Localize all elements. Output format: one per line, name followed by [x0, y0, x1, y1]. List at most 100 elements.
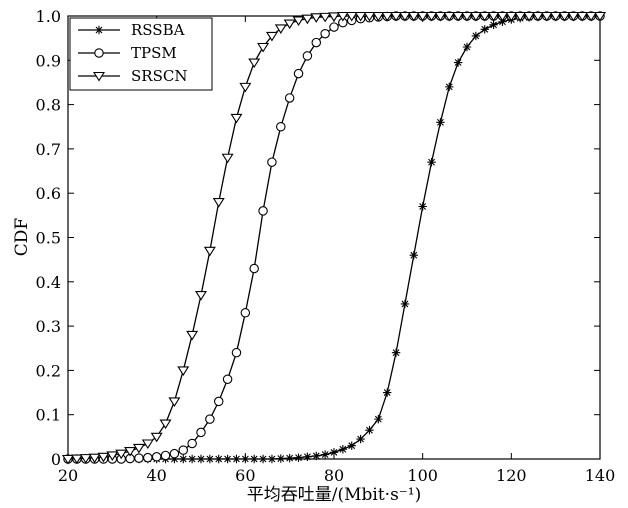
data-point-tpsm	[205, 414, 215, 424]
data-point-srscn	[416, 11, 429, 22]
data-point-rssba	[436, 118, 445, 127]
data-point-rssba	[480, 25, 489, 34]
data-point-rssba	[453, 58, 463, 67]
data-point-rssba	[462, 42, 472, 52]
y-tick-label: 0.6	[36, 184, 61, 203]
data-point-rssba	[347, 441, 356, 450]
data-point-tpsm	[267, 157, 277, 167]
data-point-rssba	[356, 434, 365, 444]
data-point-tpsm	[134, 453, 144, 463]
data-point-tpsm	[320, 28, 330, 39]
data-point-rssba	[320, 450, 330, 459]
data-point-srscn	[354, 11, 367, 22]
legend-marker-rssba	[94, 25, 104, 35]
y-tick-label: 1.0	[36, 7, 61, 26]
data-point-rssba	[214, 454, 223, 464]
data-point-rssba	[418, 202, 427, 211]
data-point-rssba	[285, 453, 294, 463]
data-point-srscn	[434, 11, 447, 22]
data-point-rssba	[400, 299, 410, 309]
data-point-srscn	[203, 246, 216, 257]
data-point-tpsm	[151, 452, 162, 462]
data-point-srscn	[505, 11, 518, 22]
data-point-srscn	[141, 439, 154, 450]
data-point-srscn	[558, 11, 571, 22]
data-point-tpsm	[284, 93, 295, 103]
data-point-rssba	[196, 454, 206, 464]
data-point-tpsm	[302, 51, 313, 61]
data-point-rssba	[409, 251, 418, 260]
data-point-tpsm	[169, 448, 180, 459]
data-point-srscn	[540, 11, 553, 22]
data-point-rssba	[471, 31, 481, 41]
data-point-srscn	[398, 11, 411, 22]
data-point-srscn	[115, 449, 128, 460]
series-layer	[62, 11, 606, 465]
data-point-srscn	[79, 454, 92, 464]
data-point-srscn	[283, 19, 296, 30]
data-point-srscn	[88, 453, 101, 464]
x-tick-label: 120	[496, 466, 527, 485]
legend-label-srscn: SRSCN	[131, 67, 187, 85]
data-point-tpsm	[196, 427, 206, 438]
data-point-srscn	[496, 11, 509, 22]
data-point-tpsm	[276, 122, 286, 132]
data-point-rssba	[391, 348, 401, 357]
x-tick-label: 80	[324, 466, 344, 485]
data-point-srscn	[274, 24, 287, 34]
data-point-srscn	[523, 11, 536, 22]
data-point-rssba	[374, 414, 383, 424]
data-point-srscn	[159, 419, 172, 430]
data-point-rssba	[179, 454, 188, 464]
data-point-tpsm	[258, 206, 268, 216]
data-point-srscn	[549, 11, 562, 22]
data-point-srscn	[177, 366, 190, 376]
data-point-srscn	[531, 11, 544, 22]
data-point-srscn	[70, 454, 83, 465]
data-point-tpsm	[143, 452, 153, 463]
y-tick-label: 0.9	[36, 51, 61, 70]
data-point-srscn	[381, 11, 394, 22]
legend-marker-tpsm	[94, 48, 104, 58]
data-point-rssba	[489, 20, 498, 30]
data-point-tpsm	[213, 396, 224, 407]
data-point-srscn	[106, 451, 119, 461]
data-point-srscn	[124, 446, 137, 457]
data-point-srscn	[292, 16, 305, 26]
x-tick-label: 40	[146, 466, 166, 485]
data-point-rssba	[241, 454, 250, 464]
data-point-rssba	[250, 454, 259, 464]
data-point-rssba	[267, 454, 277, 464]
data-point-srscn	[487, 11, 500, 22]
data-point-rssba	[170, 454, 179, 464]
data-point-srscn	[443, 11, 456, 22]
data-point-srscn	[425, 11, 438, 22]
data-point-srscn	[97, 452, 110, 463]
data-point-rssba	[498, 17, 507, 26]
y-tick-label: 0.7	[36, 140, 61, 159]
data-point-rssba	[223, 454, 232, 464]
y-tick-label: 0.8	[36, 96, 61, 115]
x-tick-label: 140	[585, 466, 616, 485]
y-tick-label: 0.3	[36, 317, 61, 336]
data-point-srscn	[248, 58, 261, 69]
data-point-rssba	[232, 454, 241, 464]
data-point-srscn	[390, 11, 403, 22]
data-point-tpsm	[329, 22, 339, 32]
data-point-tpsm	[293, 68, 304, 79]
data-point-srscn	[168, 397, 181, 407]
data-point-srscn	[469, 11, 482, 22]
x-axis-label: 平均吞吐量/(Mbit·s⁻¹)	[247, 485, 421, 505]
data-point-tpsm	[222, 374, 233, 385]
data-point-rssba	[187, 454, 197, 464]
data-point-tpsm	[178, 445, 189, 455]
data-point-rssba	[338, 445, 348, 454]
data-point-srscn	[301, 14, 314, 25]
data-point-srscn	[212, 198, 225, 208]
data-point-srscn	[514, 11, 527, 22]
data-point-rssba	[383, 388, 392, 397]
data-point-rssba	[427, 157, 436, 167]
data-point-tpsm	[311, 37, 322, 48]
data-point-rssba	[445, 82, 454, 92]
